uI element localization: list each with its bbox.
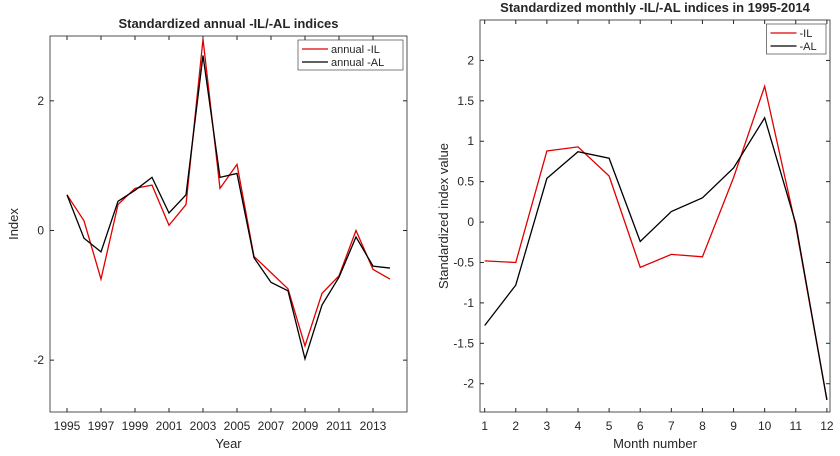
x-tick-label: 10	[758, 419, 772, 433]
y-tick-label: 0	[467, 215, 474, 229]
x-tick-label: 3	[544, 419, 551, 433]
data-line	[66, 39, 391, 349]
y-tick-label: -2	[33, 353, 44, 367]
legend-box	[766, 23, 827, 55]
y-tick-label: 2	[467, 53, 474, 67]
y-tick-label: 1	[467, 134, 474, 148]
legend-label: annual -IL	[331, 44, 380, 56]
x-tick-label: 2	[512, 419, 519, 433]
x-axis-label: Month number	[613, 436, 697, 451]
y-tick-label: -1.5	[453, 336, 474, 350]
y-axis-label: Index	[6, 208, 21, 240]
x-tick-label: 2005	[224, 419, 251, 433]
x-tick-label: 1999	[122, 419, 149, 433]
x-tick-label: 5	[606, 419, 613, 433]
y-axis-label: Standardized index value	[436, 143, 451, 289]
y-tick-label: 0.5	[457, 175, 474, 189]
x-tick-label: 2009	[292, 419, 319, 433]
x-tick-label: 8	[699, 419, 706, 433]
legend-label: -IL	[800, 28, 813, 40]
x-tick-label: 4	[575, 419, 582, 433]
x-tick-label: 6	[637, 419, 644, 433]
x-tick-label: 2013	[360, 419, 387, 433]
legend-label: -AL	[800, 41, 817, 53]
y-tick-label: -1	[463, 296, 474, 310]
x-tick-label: 1995	[54, 419, 81, 433]
legend-box	[297, 39, 404, 71]
x-tick-label: 12	[820, 419, 834, 433]
x-axis-label: Year	[215, 436, 242, 451]
x-tick-label: 7	[668, 419, 675, 433]
data-line	[484, 83, 828, 400]
plot-area	[49, 35, 408, 413]
y-tick-label: -0.5	[453, 255, 474, 269]
y-tick-label: 2	[37, 94, 44, 108]
legend-label: annual -AL	[331, 57, 384, 69]
x-tick-label: 1997	[88, 419, 115, 433]
x-tick-label: 2011	[326, 419, 352, 433]
y-tick-label: -2	[463, 377, 474, 391]
chart-title: Standardized monthly -IL/-AL indices in …	[500, 0, 810, 15]
data-line	[484, 116, 828, 400]
y-tick-label: 0	[37, 223, 44, 237]
x-tick-label: 2003	[190, 419, 217, 433]
x-tick-label: 9	[730, 419, 737, 433]
y-tick-label: 1.5	[457, 94, 474, 108]
x-tick-label: 11	[790, 419, 803, 433]
x-tick-label: 1	[481, 419, 488, 433]
chart-title: Standardized annual -IL/-AL indices	[118, 16, 338, 31]
data-line	[66, 55, 391, 362]
x-tick-label: 2007	[258, 419, 285, 433]
x-tick-label: 2001	[156, 419, 183, 433]
plot-area	[479, 19, 831, 413]
